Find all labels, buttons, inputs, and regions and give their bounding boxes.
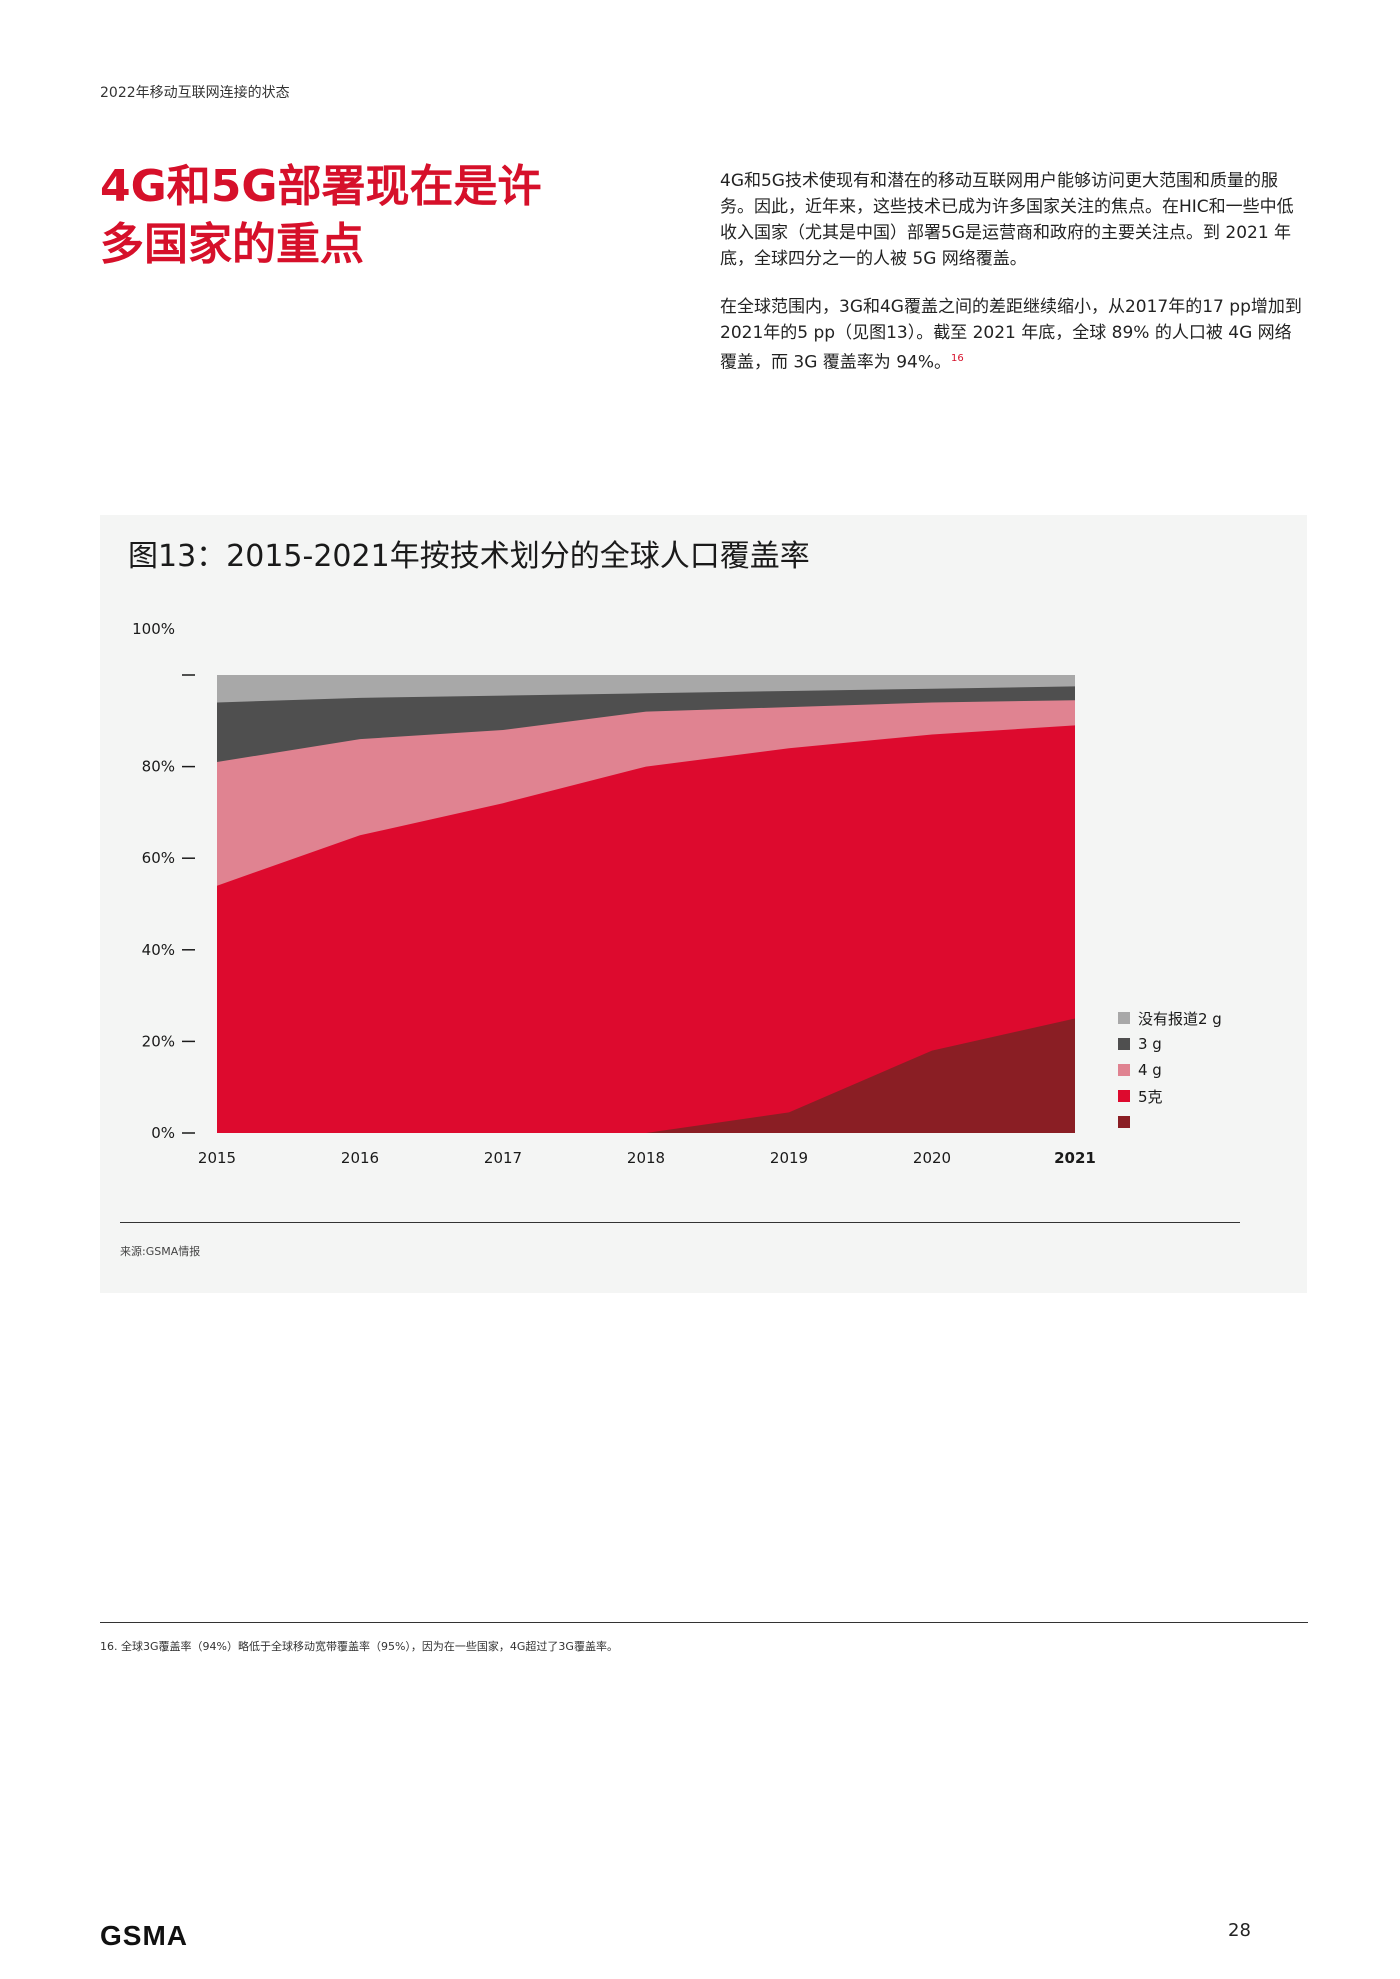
coverage-area-chart: 0% 20% 40% 60% 80% 100% 2015 2016 2017 2018 2019 20… [132,620,1096,1167]
legend-swatch [1118,1090,1130,1102]
y-tick-label: 80% [142,758,175,776]
legend-item-5 [1118,1109,1222,1135]
legend-label: 3 g [1138,1035,1162,1053]
page-number: 28 [1228,1920,1251,1941]
footnote-reference[interactable]: 16 [951,353,964,364]
y-tick-label: 100% [132,620,175,638]
intro-text: 4G和5G技术使现有和潜在的移动互联网用户能够访问更大范围和质量的服务。因此，近… [720,168,1305,398]
x-tick-label: 2019 [770,1149,808,1167]
x-tick-label: 2017 [484,1149,522,1167]
footnote-divider [100,1622,1308,1623]
gsma-logo: GSMA [100,1920,188,1951]
legend-swatch [1118,1038,1130,1050]
y-tick-label: 0% [151,1124,175,1142]
legend-label: 没有报道2 g [1138,1009,1222,1028]
y-tick-label: 60% [142,849,175,867]
legend-swatch [1118,1012,1130,1024]
x-tick-label: 2016 [341,1149,379,1167]
headline-line-2: 多国家的重点 [100,219,364,270]
headline-line-1: 4G和5G部署现在是许 [100,161,542,212]
intro-paragraph-2: 在全球范围内，3G和4G覆盖之间的差距继续缩小，从2017年的17 pp增加到2… [720,294,1305,376]
figure-source: 来源:GSMA情报 [120,1245,201,1258]
legend-item-1: 没有报道2 g [1118,1005,1222,1031]
series-area-5 [217,1018,1075,1133]
series-area-4 [217,725,1075,1133]
x-tick-label: 2021 [1054,1149,1096,1167]
intro-paragraph-2-text: 在全球范围内，3G和4G覆盖之间的差距继续缩小，从2017年的17 pp增加到2… [720,297,1302,373]
legend-swatch [1118,1064,1130,1076]
y-tick-label: 20% [142,1032,175,1050]
section-headline: 4G和5G部署现在是许 多国家的重点 [100,158,620,274]
legend-label: 5克 [1138,1087,1163,1106]
figure-divider [120,1222,1240,1223]
x-tick-label: 2015 [198,1149,236,1167]
legend-item-4: 5克 [1118,1083,1222,1109]
figure-title: 图13：2015-2021年按技术划分的全球人口覆盖率 [128,539,810,574]
x-tick-label: 2020 [913,1149,951,1167]
footnote-16: 16. 全球3G覆盖率（94%）略低于全球移动宽带覆盖率（95%），因为在一些国… [100,1640,618,1653]
legend-item-2: 3 g [1118,1031,1222,1057]
figure-panel: 图13：2015-2021年按技术划分的全球人口覆盖率 0% 20% 40% 60% 8… [100,515,1307,1293]
legend-item-3: 4 g [1118,1057,1222,1083]
x-tick-label: 2018 [627,1149,665,1167]
legend-swatch [1118,1116,1130,1128]
running-header: 2022年移动互联网连接的状态 [100,85,290,101]
intro-paragraph-1: 4G和5G技术使现有和潜在的移动互联网用户能够访问更大范围和质量的服务。因此，近… [720,171,1294,269]
y-tick-label: 40% [142,941,175,959]
chart-legend: 没有报道2 g 3 g 4 g 5克 [1118,1005,1222,1135]
legend-label: 4 g [1138,1061,1162,1079]
